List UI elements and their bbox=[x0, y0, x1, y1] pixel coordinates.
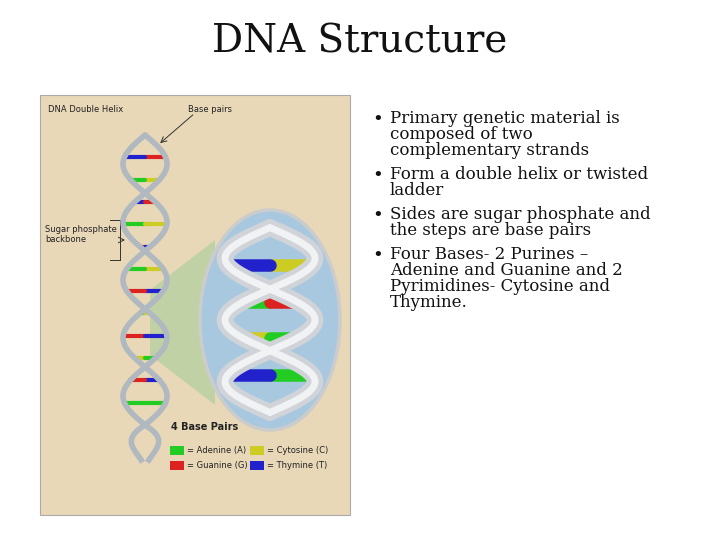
Text: Primary genetic material is: Primary genetic material is bbox=[390, 110, 620, 127]
Text: Pyrimidines- Cytosine and: Pyrimidines- Cytosine and bbox=[390, 278, 610, 295]
Bar bbox=[250, 461, 264, 470]
Text: complementary strands: complementary strands bbox=[390, 142, 589, 159]
Text: composed of two: composed of two bbox=[390, 126, 533, 143]
Text: = Thymine (T): = Thymine (T) bbox=[267, 461, 328, 470]
Text: Thymine.: Thymine. bbox=[390, 294, 468, 311]
Bar bbox=[170, 461, 184, 470]
Text: •: • bbox=[372, 167, 383, 185]
Text: Form a double helix or twisted: Form a double helix or twisted bbox=[390, 166, 648, 183]
Bar bbox=[40, 95, 350, 515]
Bar bbox=[250, 446, 264, 455]
Text: DNA Double Helix: DNA Double Helix bbox=[48, 105, 123, 114]
Text: •: • bbox=[372, 111, 383, 129]
Text: •: • bbox=[372, 247, 383, 265]
Text: Adenine and Guanine and 2: Adenine and Guanine and 2 bbox=[390, 262, 623, 279]
Ellipse shape bbox=[200, 210, 340, 430]
Text: = Adenine (A): = Adenine (A) bbox=[187, 446, 246, 455]
Polygon shape bbox=[150, 240, 215, 405]
Text: Sugar phosphate
backbone: Sugar phosphate backbone bbox=[45, 225, 117, 245]
Text: DNA Structure: DNA Structure bbox=[212, 24, 508, 60]
Text: = Guanine (G): = Guanine (G) bbox=[187, 461, 248, 470]
Text: ladder: ladder bbox=[390, 182, 444, 199]
Text: Base pairs: Base pairs bbox=[188, 105, 232, 114]
Text: the steps are base pairs: the steps are base pairs bbox=[390, 222, 591, 239]
Text: = Cytosine (C): = Cytosine (C) bbox=[267, 446, 328, 455]
Bar bbox=[170, 446, 184, 455]
Text: •: • bbox=[372, 207, 383, 225]
Text: 4 Base Pairs: 4 Base Pairs bbox=[171, 422, 238, 432]
Text: Sides are sugar phosphate and: Sides are sugar phosphate and bbox=[390, 206, 651, 223]
Text: Four Bases- 2 Purines –: Four Bases- 2 Purines – bbox=[390, 246, 588, 263]
